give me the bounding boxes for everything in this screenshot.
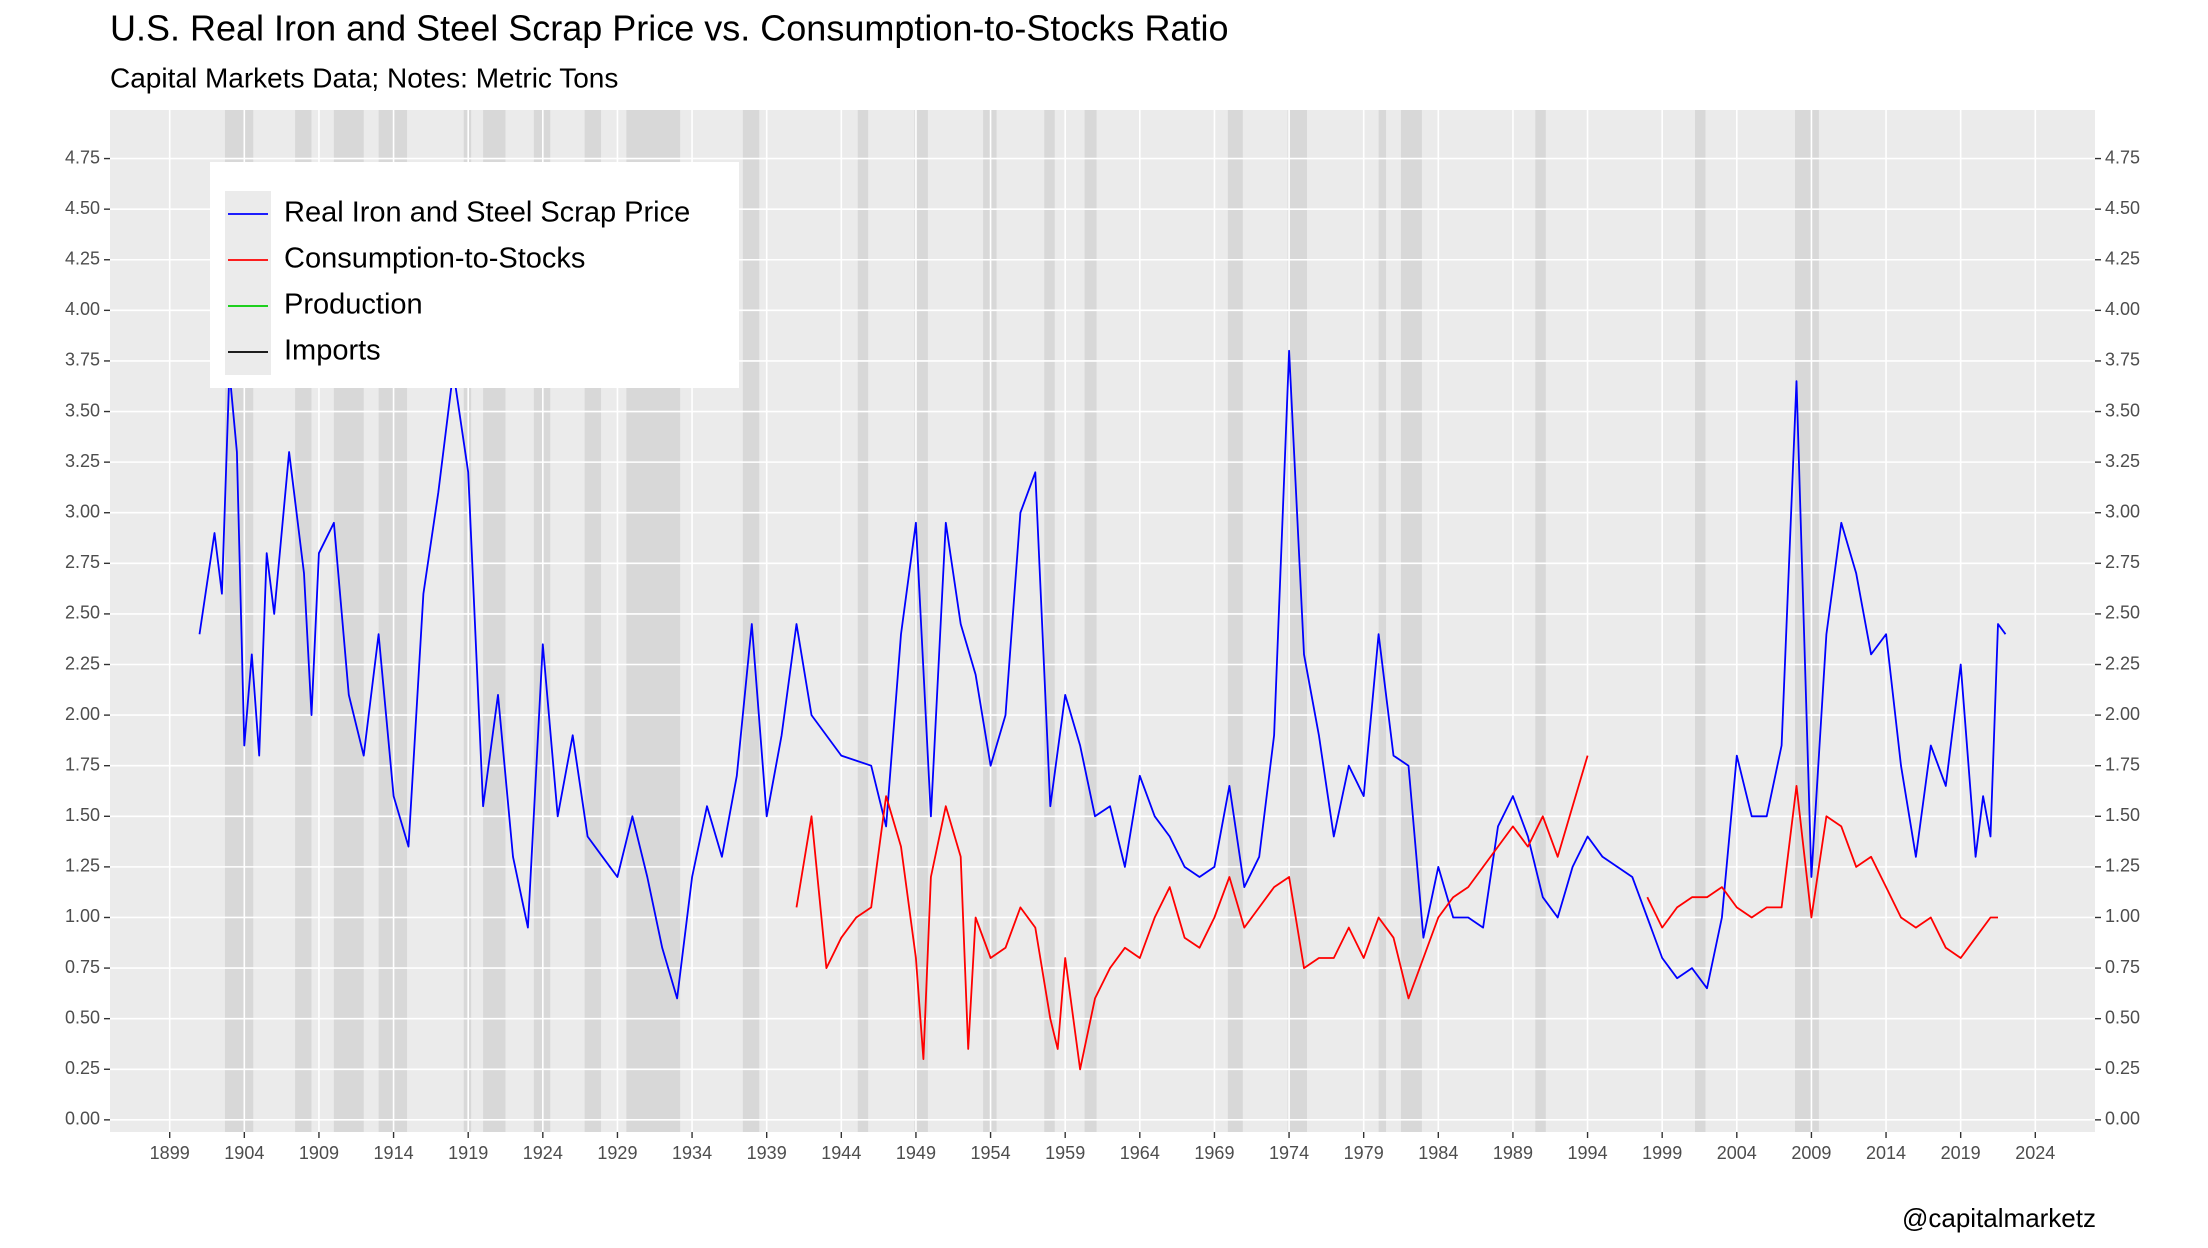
y-tick-label: 1.50 — [65, 805, 100, 825]
legend: Real Iron and Steel Scrap Price Consumpti… — [210, 162, 739, 388]
y2-tick-label: 4.50 — [2105, 198, 2140, 218]
y2-tick-label: 1.50 — [2105, 805, 2140, 825]
recession-band — [857, 110, 869, 1132]
y-tick-label: 4.75 — [65, 147, 100, 167]
x-tick-label: 2004 — [1717, 1143, 1757, 1163]
legend-label: Production — [284, 289, 423, 321]
chart-title: U.S. Real Iron and Steel Scrap Price vs.… — [110, 8, 1228, 49]
x-tick-label: 1989 — [1493, 1143, 1533, 1163]
y-tick-label: 4.25 — [65, 249, 100, 269]
x-tick-label: 1939 — [747, 1143, 787, 1163]
y2-tick-label: 1.75 — [2105, 754, 2140, 774]
y2-tick-label: 1.25 — [2105, 856, 2140, 876]
y2-tick-label: 2.00 — [2105, 704, 2140, 724]
recession-band — [1378, 110, 1387, 1132]
y2-tick-label: 0.75 — [2105, 957, 2140, 977]
x-tick-label: 1924 — [523, 1143, 563, 1163]
y-tick-label: 4.50 — [65, 198, 100, 218]
y2-tick-label: 3.25 — [2105, 451, 2140, 471]
y-tick-label: 2.00 — [65, 704, 100, 724]
y-tick-label: 2.75 — [65, 552, 100, 572]
x-tick-label: 1904 — [224, 1143, 264, 1163]
y-tick-label: 2.50 — [65, 603, 100, 623]
y2-tick-label: 0.25 — [2105, 1058, 2140, 1078]
y-tick-label: 3.00 — [65, 501, 100, 521]
recession-band — [1227, 110, 1243, 1132]
legend-label: Real Iron and Steel Scrap Price — [284, 197, 690, 229]
y-tick-label: 0.75 — [65, 957, 100, 977]
y2-tick-label: 4.25 — [2105, 249, 2140, 269]
x-tick-label: 1899 — [150, 1143, 190, 1163]
x-tick-label: 2019 — [1941, 1143, 1981, 1163]
recession-band — [1795, 110, 1819, 1132]
y2-tick-label: 4.75 — [2105, 147, 2140, 167]
x-tick-label: 1974 — [1269, 1143, 1309, 1163]
chart-subtitle: Capital Markets Data; Notes: Metric Tons — [110, 62, 618, 93]
y2-tick-label: 1.00 — [2105, 906, 2140, 926]
recession-band — [1695, 110, 1706, 1132]
x-tick-label: 1994 — [1568, 1143, 1608, 1163]
x-tick-label: 1984 — [1418, 1143, 1458, 1163]
x-tick-label: 1954 — [971, 1143, 1011, 1163]
x-tick-label: 2014 — [1866, 1143, 1906, 1163]
y-tick-label: 0.00 — [65, 1109, 100, 1129]
y2-tick-label: 0.50 — [2105, 1007, 2140, 1027]
x-tick-label: 1919 — [448, 1143, 488, 1163]
recession-band — [1400, 110, 1422, 1132]
legend-label: Consumption-to-Stocks — [284, 243, 585, 275]
y-tick-label: 3.25 — [65, 451, 100, 471]
legend-label: Imports — [284, 335, 381, 367]
y-tick-label: 1.25 — [65, 856, 100, 876]
y2-tick-label: 2.25 — [2105, 653, 2140, 673]
y2-tick-label: 3.50 — [2105, 400, 2140, 420]
x-tick-label: 1944 — [821, 1143, 861, 1163]
y2-tick-label: 0.00 — [2105, 1109, 2140, 1129]
series-line — [198, 349, 2007, 1000]
recession-band — [742, 110, 760, 1132]
y-tick-label: 4.00 — [65, 299, 100, 319]
y2-tick-label: 3.75 — [2105, 350, 2140, 370]
y-tick-label: 0.25 — [65, 1058, 100, 1078]
x-tick-label: 1999 — [1642, 1143, 1682, 1163]
recession-band — [1535, 110, 1546, 1132]
recession-band — [1287, 110, 1307, 1132]
y-tick-label: 0.50 — [65, 1007, 100, 1027]
x-tick-label: 1969 — [1194, 1143, 1234, 1163]
y2-tick-label: 2.50 — [2105, 603, 2140, 623]
y-tick-label: 3.75 — [65, 350, 100, 370]
y-tick-label: 1.75 — [65, 754, 100, 774]
x-tick-label: 1914 — [374, 1143, 414, 1163]
y2-tick-label: 3.00 — [2105, 501, 2140, 521]
series-line — [795, 755, 1998, 1071]
y-tick-label: 3.50 — [65, 400, 100, 420]
x-tick-label: 1949 — [896, 1143, 936, 1163]
x-tick-label: 1964 — [1120, 1143, 1160, 1163]
y-tick-label: 1.00 — [65, 906, 100, 926]
y2-tick-label: 4.00 — [2105, 299, 2140, 319]
x-tick-label: 1909 — [299, 1143, 339, 1163]
x-tick-label: 1934 — [672, 1143, 712, 1163]
y2-tick-label: 2.75 — [2105, 552, 2140, 572]
x-tick-label: 1929 — [597, 1143, 637, 1163]
recession-band — [1044, 110, 1055, 1132]
x-tick-label: 1959 — [1045, 1143, 1085, 1163]
x-tick-label: 2024 — [2015, 1143, 2055, 1163]
caption: @capitalmarketz — [1902, 1203, 2096, 1233]
y-tick-label: 2.25 — [65, 653, 100, 673]
x-tick-label: 2009 — [1791, 1143, 1831, 1163]
recession-band — [1084, 110, 1097, 1132]
x-tick-label: 1979 — [1344, 1143, 1384, 1163]
legend-box — [210, 162, 739, 388]
